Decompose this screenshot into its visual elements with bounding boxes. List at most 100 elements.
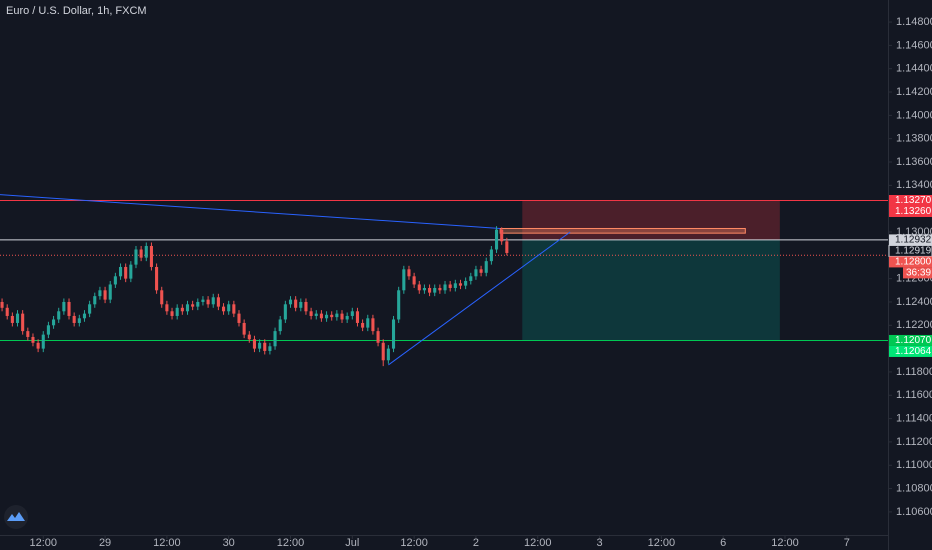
y-tick-label: 1.13800 [896,133,932,145]
candle-body [263,342,267,351]
candle-body [201,299,205,302]
candle-body [5,307,9,316]
candle-body [340,313,344,320]
trend-line [388,231,571,366]
candle-body [206,299,210,305]
x-tick-label: 12:00 [277,537,305,549]
candle-body [319,313,323,319]
candle-body [345,315,349,320]
candle-body [98,290,102,297]
candle-body [211,297,215,305]
stop-zone [522,200,780,240]
price-label-box [889,256,932,268]
candle-body [118,266,123,277]
x-tick-label: 6 [720,537,726,549]
plot-area [0,194,888,367]
candle-body [175,307,179,316]
x-tick-label: 7 [844,537,850,549]
drawn-rectangle [499,227,746,234]
candle-body [304,301,308,312]
candle-body [330,314,334,318]
candle-body [237,313,241,323]
candle-body [252,339,256,349]
candle-body [361,322,365,328]
logo [4,505,28,529]
candle-body [139,249,143,258]
y-tick-label: 1.12200 [896,319,932,331]
y-tick-label: 1.10600 [896,506,932,518]
y-tick-label: 1.11400 [896,413,932,425]
candle-body [258,342,262,349]
candle-body [88,304,92,314]
candle-body [57,311,61,320]
candle-body [391,319,396,349]
candle-body [0,301,4,308]
x-tick-label: 30 [223,537,235,549]
candle-body [52,319,56,326]
candle-body [170,311,174,316]
candle-body [278,319,282,332]
candle-body [371,318,375,332]
x-tick-label: 12:00 [771,537,799,549]
x-tick-label: 12:00 [400,537,428,549]
candle-body [72,315,76,323]
candle-body [283,304,287,320]
y-tick-label: 1.14600 [896,39,932,51]
candle-body [62,301,66,312]
candle-body [376,331,380,343]
candle-body [46,325,50,335]
y-tick-label: 1.14200 [896,86,932,98]
y-tick-label: 1.11800 [896,366,932,378]
candle-body [381,342,385,361]
candle-body [325,314,329,319]
y-tick-label: 1.13600 [896,156,932,168]
candle-body [288,299,293,305]
candle-body [113,276,117,285]
candle-body [474,269,478,277]
candle-body [494,229,499,250]
candle-body [412,276,416,285]
candle-body [129,264,133,279]
candle-body [489,249,493,262]
countdown: 36:39 [906,268,931,279]
x-tick-label: 29 [99,537,111,549]
candle-body [160,290,164,305]
x-tick-label: 12:00 [30,537,58,549]
y-tick-label: 1.11000 [896,459,932,471]
y-tick-label: 1.11600 [896,389,932,401]
candle-body [417,284,421,291]
target-zone [522,239,780,341]
price-label: 1.12064 [895,346,932,357]
y-tick-label: 1.14800 [896,16,932,28]
candle-body [386,348,390,361]
candle-body [185,304,190,312]
price-label: 1.12932 [895,235,932,246]
x-tick-label: 2 [473,537,479,549]
price-label: 1.13270 [895,195,932,206]
candle-body [484,261,488,273]
price-label: 1.12919 [895,246,932,257]
candle-body [216,297,220,307]
candle-body [453,283,457,288]
candle-body [273,331,277,347]
candle-body [21,313,25,332]
price-label-box [889,205,932,217]
candle-body [448,284,452,288]
candle-body [232,304,236,314]
candle-body [77,318,81,323]
candle-body [144,245,148,258]
y-tick-label: 1.12400 [896,296,932,308]
candle-body [458,283,463,286]
candle-body [180,307,184,312]
candle-body [505,241,509,253]
x-tick-label: 3 [596,537,602,549]
candle-body [242,322,246,335]
price-label: 1.12070 [895,335,932,346]
trend-line [0,194,501,229]
candle-body [268,346,272,351]
candle-body [31,336,35,343]
candle-body [222,306,226,312]
price-label-box [889,345,932,357]
